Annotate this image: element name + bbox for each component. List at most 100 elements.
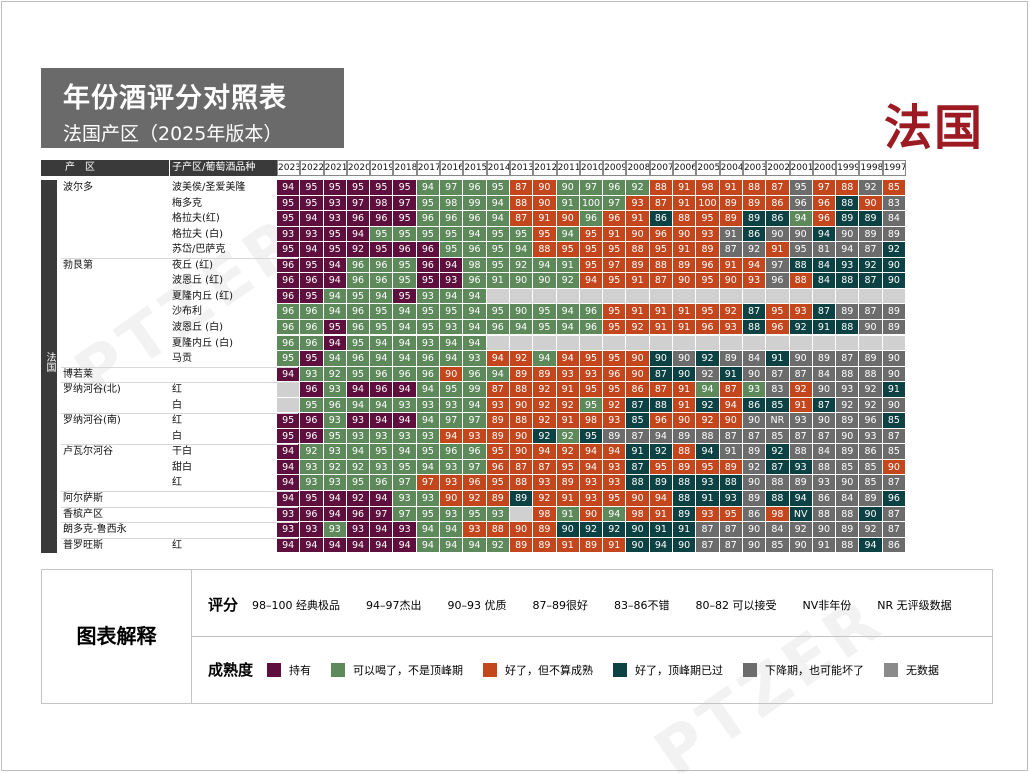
score-cell: 89 <box>649 475 674 491</box>
score-cell: 96 <box>603 366 627 383</box>
score-cell <box>859 335 883 351</box>
score-legend-item: 83–86不错 <box>614 598 670 612</box>
score-cell: 93 <box>440 506 464 523</box>
sub-region-name: 红 <box>172 415 182 427</box>
score-cell: 94 <box>463 226 487 243</box>
score-cell: 89 <box>882 226 907 243</box>
score-cell: 95 <box>603 273 627 289</box>
score-cell: 90 <box>509 428 534 445</box>
table-row: 格拉夫 (白) 93 93 95 94 95 95 95 95 94 95 95 95 94 95 91 90 9… <box>41 226 1030 243</box>
score-cell: 90 <box>742 522 767 538</box>
score-cell: 91 <box>556 506 580 523</box>
score-cell: 95 <box>486 475 510 491</box>
score-cell: 89 <box>836 522 860 538</box>
score-cell: 94 <box>370 335 394 351</box>
score-cell: 93 <box>533 475 557 491</box>
score-cell <box>509 335 534 351</box>
score-cell: 93 <box>789 459 813 476</box>
score-cell: 85 <box>766 397 790 414</box>
score-cell: 94 <box>556 304 580 320</box>
score-cell: 95 <box>346 180 371 196</box>
score-cell: 90 <box>742 537 767 554</box>
score-cell: 89 <box>836 211 860 227</box>
score-cell: 90 <box>719 273 743 289</box>
table-row: 罗纳河谷(北) 红 96 93 94 96 94 94 95 99 87 88 92 91 95 95 86 87… <box>41 382 1030 398</box>
score-cell: 96 <box>486 459 510 476</box>
score-cell: 90 <box>673 537 697 554</box>
score-cell: 93 <box>719 319 743 336</box>
score-cell: 91 <box>673 522 697 538</box>
score-cell: 92 <box>859 382 883 398</box>
score-cell: 88 <box>696 428 720 445</box>
score-cell: 96 <box>370 211 394 227</box>
score-cell: 88 <box>509 382 534 398</box>
score-cell: 93 <box>742 273 767 289</box>
score-cell: 94 <box>509 242 534 258</box>
year-col-header: 1998 <box>859 160 883 176</box>
score-cell: 93 <box>603 459 627 476</box>
score-cell: 85 <box>766 428 790 445</box>
score-cell: 96 <box>416 211 441 227</box>
score-cell: 94 <box>323 335 347 351</box>
score-cell: 87 <box>812 304 837 320</box>
score-cell: 91 <box>696 491 720 507</box>
table-row: 夏隆内丘 (白) 96 96 94 95 94 94 93 94 94 <box>41 335 1030 352</box>
score-cell: 94 <box>556 351 580 367</box>
score-cell: 89 <box>673 257 697 274</box>
score-legend-item: NR 无评级数据 <box>877 598 952 612</box>
score-cell <box>556 335 580 351</box>
score-cell: 89 <box>742 211 767 227</box>
score-cell: 90 <box>673 273 697 289</box>
score-cell: 90 <box>626 522 650 538</box>
score-cell: 90 <box>742 413 767 429</box>
score-cell: 90 <box>673 413 697 429</box>
score-cell: 89 <box>859 226 883 243</box>
score-cell: 94 <box>393 413 417 429</box>
score-cell: 88 <box>509 195 534 212</box>
score-cell: 96 <box>463 180 487 196</box>
score-cell: 86 <box>766 195 790 212</box>
score-cell: 94 <box>370 491 394 507</box>
score-cell: 85 <box>859 475 883 491</box>
score-cell <box>696 288 720 305</box>
score-cell: 98 <box>463 257 487 274</box>
score-cell: 92 <box>789 319 813 336</box>
score-cell: 95 <box>416 506 441 523</box>
score-cell: 91 <box>486 273 510 289</box>
score-cell <box>486 288 510 305</box>
score-cell: 93 <box>346 522 371 538</box>
maturity-legend-item: 下降期，也可能坏了 <box>743 662 864 678</box>
score-cell: 90 <box>626 537 650 554</box>
score-cell: 95 <box>486 226 510 243</box>
sub-header-label: 子产区/葡萄酒品种 <box>172 162 256 173</box>
year-col-header: 2001 <box>789 160 813 176</box>
score-cell: 92 <box>859 180 883 196</box>
score-cell: 87 <box>509 180 534 196</box>
score-cell: 95 <box>370 444 394 460</box>
score-cell: 94 <box>463 304 487 320</box>
score-cell: 97 <box>812 180 837 196</box>
maturity-legend-item: 无数据 <box>884 662 939 678</box>
score-cell <box>859 288 883 305</box>
score-cell: 94 <box>277 444 301 460</box>
table-row: 阿尔萨斯 94 95 94 92 94 93 93 90 92 89 89 92 91 93 95 90 94 88… <box>41 491 1030 507</box>
score-cell: 94 <box>346 397 371 414</box>
score-cell: 92 <box>509 351 534 367</box>
score-cell: 94 <box>556 226 580 243</box>
score-cell: 95 <box>370 304 394 320</box>
score-cell <box>556 288 580 305</box>
score-cell: 85 <box>836 459 860 476</box>
score-cell: 93 <box>440 475 464 491</box>
region-name: 阿尔萨斯 <box>63 493 103 504</box>
score-cell: 94 <box>719 397 743 414</box>
score-cell: 91 <box>626 304 650 320</box>
score-legend-item: 87–89很好 <box>532 598 589 612</box>
score-cell: 95 <box>346 366 371 383</box>
score-cell: 87 <box>766 459 790 476</box>
score-cell: 91 <box>626 444 650 460</box>
score-cell: 96 <box>440 211 464 227</box>
score-cell: 90 <box>882 397 907 414</box>
score-cell: 94 <box>742 257 767 274</box>
score-cell: 96 <box>463 475 487 491</box>
maturity-swatch <box>267 662 282 677</box>
